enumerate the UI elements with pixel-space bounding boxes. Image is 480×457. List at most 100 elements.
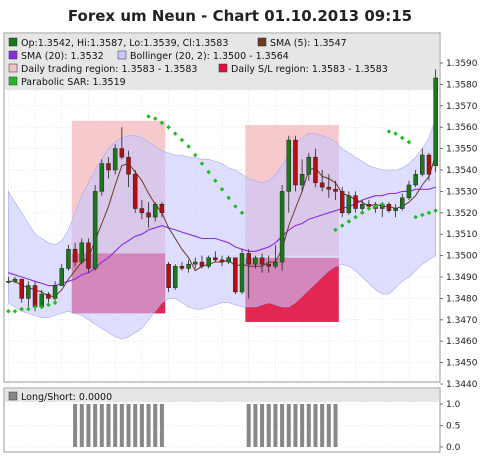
- y-tick-label: 1.3440: [446, 380, 478, 390]
- long-short-bar: [266, 404, 271, 447]
- candle-body: [79, 242, 85, 263]
- long-short-bar: [286, 404, 291, 447]
- sar-dot: [386, 129, 392, 134]
- candle-body: [339, 191, 345, 214]
- candle-body: [426, 154, 432, 175]
- legend-swatch-trading-region: [8, 63, 18, 73]
- candle-body: [52, 285, 58, 299]
- long-short-bar: [273, 404, 278, 447]
- long-short-bar: [86, 404, 91, 447]
- long-short-bar: [133, 404, 138, 447]
- sar-dot: [6, 308, 11, 314]
- candle-body: [319, 182, 325, 188]
- y-tick-label: 1.3490: [446, 273, 478, 283]
- long-short-bar: [119, 404, 124, 447]
- long-short-bar: [300, 404, 305, 447]
- candle-body: [159, 203, 165, 214]
- candle-body: [420, 154, 425, 175]
- long-short-y-axis: 1.0 0.5 0.0: [440, 400, 461, 453]
- candle-body: [92, 191, 98, 269]
- candle-body: [246, 253, 251, 265]
- candle-body: [99, 163, 105, 192]
- candle-body: [26, 285, 31, 299]
- candle-body: [393, 208, 398, 211]
- legend-long-short: Long/Short: 0.0000: [21, 392, 112, 403]
- candle-body: [166, 263, 171, 288]
- candle-body: [119, 148, 125, 158]
- candle-body: [173, 266, 178, 288]
- candle-body: [313, 156, 318, 184]
- price-legend-background: [5, 34, 439, 90]
- candle-body: [259, 257, 265, 265]
- candle-body: [12, 278, 18, 282]
- candle-body: [213, 257, 218, 261]
- long-short-bar: [260, 404, 265, 447]
- sar-dot: [339, 223, 345, 228]
- candle-body: [266, 263, 271, 267]
- long-short-bar: [146, 404, 151, 447]
- long-short-bar: [246, 404, 251, 447]
- sar-dot: [333, 227, 338, 233]
- candle-body: [126, 156, 131, 175]
- candle-body: [193, 261, 198, 265]
- candle-body: [306, 156, 312, 175]
- legend-swatch-ohlc: [8, 37, 18, 47]
- candle-body: [199, 261, 205, 267]
- legend-trading-region: Daily trading region: 1.3583 - 1.3583: [21, 64, 197, 75]
- sma20-line: [8, 186, 436, 287]
- long-short-bar: [159, 404, 164, 447]
- long-short-bar: [320, 404, 325, 447]
- y-tick-label: 1.3460: [446, 337, 478, 347]
- candle-body: [353, 195, 358, 209]
- y-tick-label: 1.3500: [446, 252, 478, 262]
- long-short-bar: [99, 404, 104, 447]
- long-short-bar: [93, 404, 98, 447]
- candle-body: [433, 77, 438, 166]
- sar-dot: [400, 135, 405, 141]
- candle-body: [6, 281, 11, 283]
- candle-body: [286, 139, 292, 192]
- ls-tick-label: 0.0: [446, 443, 461, 453]
- y-tick-label: 1.3480: [446, 294, 478, 304]
- legend-ohlc: Op:1.3542, Hi:1.3587, Lo:1.3539, Cl:1.35…: [21, 38, 228, 49]
- price-legend: Op:1.3542, Hi:1.3587, Lo:1.3539, Cl:1.35…: [8, 37, 388, 88]
- long-short-bar: [280, 404, 285, 447]
- candle-body: [386, 203, 392, 211]
- y-tick-label: 1.3450: [446, 359, 478, 369]
- candle-body: [366, 203, 372, 207]
- candles: [6, 69, 438, 312]
- legend-swatch-sma5: [257, 37, 267, 47]
- long-short-legend: Long/Short: 0.0000: [8, 391, 112, 403]
- candle-body: [333, 189, 338, 192]
- candle-body: [179, 266, 185, 269]
- candle-body: [413, 174, 418, 186]
- candle-body: [152, 203, 158, 218]
- candle-body: [206, 257, 211, 267]
- legend-swatch-sl-region: [218, 63, 228, 73]
- candle-body: [239, 253, 245, 293]
- candle-body: [233, 257, 238, 293]
- legend-swatch-sma20: [8, 50, 18, 60]
- chart-title: Forex um Neun - Chart 01.10.2013 09:15: [68, 7, 412, 25]
- candle-body: [359, 203, 365, 209]
- long-short-bar: [253, 404, 258, 447]
- legend-sl-region: Daily S/L region: 1.3583 - 1.3583: [231, 64, 388, 75]
- legend-swatch-long-short: [8, 391, 18, 401]
- long-short-bar: [333, 404, 338, 447]
- candle-body: [299, 174, 305, 186]
- sar-dot: [420, 212, 425, 218]
- legend-sar: Parabolic SAR: 1.3519: [21, 77, 126, 88]
- long-short-bar: [326, 404, 331, 447]
- sar-dot: [353, 214, 358, 220]
- candle-body: [326, 186, 332, 190]
- legend-bollinger: Bollinger (20, 2): 1.3500 - 1.3564: [130, 51, 289, 62]
- candle-body: [112, 148, 118, 171]
- candle-body: [19, 278, 24, 299]
- candle-body: [132, 174, 138, 209]
- y-tick-label: 1.3580: [446, 80, 478, 90]
- long-short-bar: [293, 404, 298, 447]
- legend-sma5: SMA (5): 1.3547: [270, 38, 347, 49]
- y-tick-label: 1.3470: [446, 316, 478, 326]
- candle-body: [273, 261, 278, 267]
